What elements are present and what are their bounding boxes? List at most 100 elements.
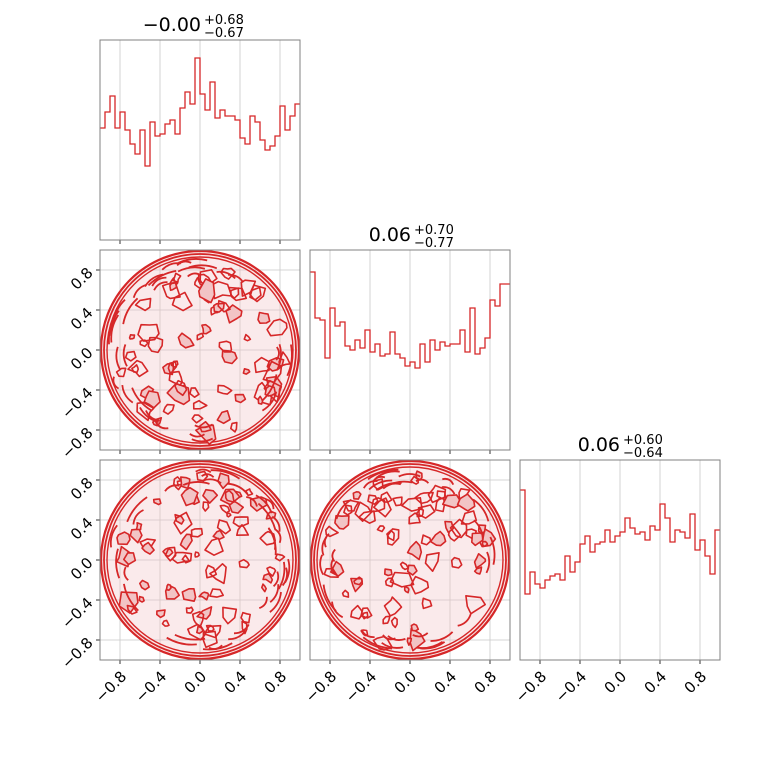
boundary-contour-1 [103,463,297,657]
inner-contour [161,619,170,627]
inner-contour [263,379,283,403]
edge-contour [123,566,129,581]
edge-contour [430,631,454,642]
edge-contour [286,344,293,377]
inner-contour [417,504,436,519]
inner-contour [414,491,434,505]
edge-contour [415,478,430,484]
edge-contour [228,630,247,641]
inner-contour [274,553,286,562]
histogram-panel-0 [99,39,301,244]
inner-contour [126,604,138,615]
edge-contour [319,554,324,576]
inner-contour [220,267,236,280]
title-param-1: 0.06 +0.70 −0.77 [369,223,454,251]
inner-contour [384,568,393,577]
edge-contour [485,551,491,574]
inner-contour [139,579,150,591]
y-tick-labels-row-1: −0.8−0.4 0.0 0.4 0.8 [58,264,96,462]
inner-contour [427,484,447,504]
inner-contour [420,534,432,546]
inner-contour [123,552,137,566]
inner-contour [134,297,152,312]
x-tick-label: 0.0 [391,668,421,698]
title-2-median: 0.06 [578,434,620,456]
edge-contour [277,561,286,590]
inner-contour [257,311,271,324]
edge-contour [472,498,490,522]
inner-contour [465,595,486,615]
edge-contour [126,496,148,523]
edge-contour [261,374,278,402]
edge-contour [381,642,404,649]
edge-contour [269,584,280,603]
edge-contour [112,376,120,390]
inner-contour [174,379,188,397]
edge-contour [367,468,399,480]
inner-contour [179,533,193,551]
inner-contour [386,529,395,542]
boundary-contour-2 [106,256,294,444]
y-tick-label: 0.8 [67,474,97,504]
inner-contour [262,572,274,584]
inner-contour [115,367,127,378]
inner-contour [180,476,191,490]
inner-contour [240,279,257,297]
inner-contour [257,395,264,405]
y-tick-label: 0.4 [67,514,97,544]
contour-layer-1 [100,460,300,660]
edge-contour [166,636,197,646]
inner-contour [266,318,288,337]
x-tick-label: 0.0 [601,668,631,698]
inner-contour [209,563,227,585]
edge-contour [272,571,280,587]
inner-contour [143,390,161,409]
inner-contour [185,606,194,614]
inner-contour [236,524,250,536]
inner-contour [249,286,262,301]
y-tick-label: −0.4 [58,594,96,632]
inner-contour [221,349,238,365]
boundary-contour-0 [100,460,300,660]
inner-contour [209,588,224,598]
histogram-line-2 [520,489,720,595]
inner-contour [194,551,200,558]
edge-contour [109,524,118,548]
inner-contour [137,323,160,342]
edge-contour [233,623,250,635]
inner-contour [218,340,233,353]
inner-contour [191,414,204,424]
edge-contour [375,470,400,479]
inner-contour [194,277,205,289]
inner-contour [166,382,191,406]
x-tick-label: 0.4 [221,668,251,698]
inner-contour [242,368,251,375]
inner-contour [266,566,277,577]
title-0-median: −0.00 [143,14,201,36]
edge-contour [178,258,208,264]
inner-contour [390,616,398,629]
edge-contour [155,421,169,430]
inner-contour [449,518,468,539]
edge-contour [145,410,160,422]
edge-contour [267,527,277,556]
edge-contour [174,633,206,641]
edge-contour [362,636,393,650]
inner-contour [360,607,373,619]
inner-contour [171,291,193,312]
y-tick-label: 0.0 [67,344,97,374]
edge-contour [269,591,282,613]
edge-contour [164,484,180,492]
inner-contour [138,595,145,603]
inner-contour [156,609,166,619]
inner-contour [226,512,232,518]
inner-contour [192,399,208,410]
x-tick-labels-col-2: −0.8 −0.4 0.0 0.4 0.8 [512,668,710,706]
inner-contour [410,475,420,485]
edge-contour [147,270,177,287]
x-tick-label: −0.8 [512,668,550,706]
edge-contour [131,387,152,412]
inner-contour [241,620,248,635]
edge-contour [457,613,472,627]
